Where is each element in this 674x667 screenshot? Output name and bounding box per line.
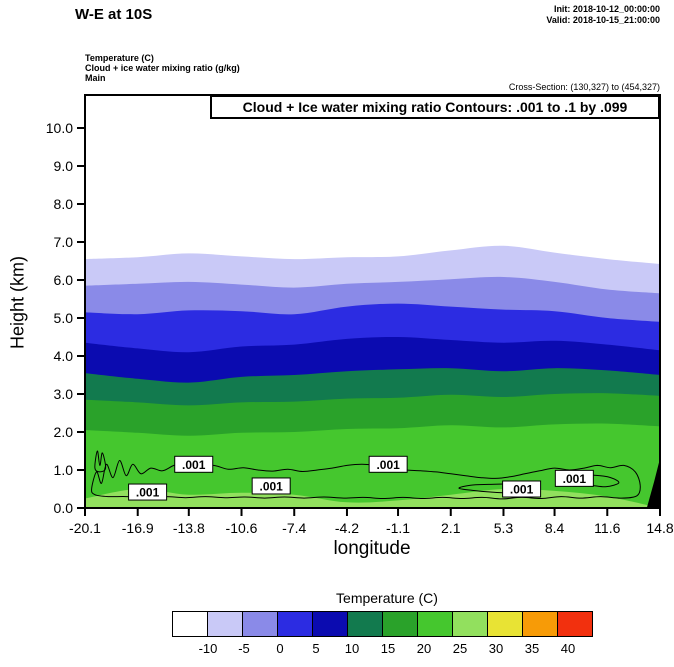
colorbar-tick-label: -5	[238, 641, 250, 656]
colorbar-cell-8	[452, 611, 488, 637]
y-tick-label: 2.0	[54, 424, 74, 440]
contour-label-box-3	[368, 455, 408, 473]
x-axis-label: longitude	[333, 538, 411, 559]
y-tick-label: 4.0	[54, 348, 74, 364]
plot-layers: .001 .001 .001 .001 .001 .001	[86, 245, 659, 507]
colorbar-tick-label: 40	[560, 641, 576, 656]
colorbar	[172, 611, 593, 637]
contour-info-box: Cloud + Ice water mixing ratio Contours:…	[210, 95, 660, 119]
colorbar-tick-label: 10	[344, 641, 360, 656]
field-cloud-ice-ratio: Cloud + ice water mixing ratio (g/kg)	[85, 63, 240, 73]
colorbar-title: Temperature (C)	[336, 590, 438, 606]
y-tick-label: 0.0	[54, 500, 74, 516]
cloud-contour-line-1	[94, 450, 107, 473]
y-tick-label: 10.0	[46, 120, 73, 136]
valid-time: Valid: 2018-10-15_21:00:00	[546, 15, 660, 25]
y-tick-label: 7.0	[54, 234, 74, 250]
x-tick-label: 2.1	[441, 520, 461, 536]
x-tick-label: -7.4	[282, 520, 306, 536]
x-tick-label: 5.3	[494, 520, 514, 536]
x-tick-label: 11.6	[594, 520, 620, 536]
colorbar-labels: -10 -5 0 5 10 15 20 25 30 35 40	[172, 641, 604, 657]
colorbar-tick-label: -10	[198, 641, 218, 656]
contour-label-4: .001	[510, 483, 534, 497]
terrain	[647, 462, 659, 507]
colorbar-tick-label: 30	[488, 641, 504, 656]
contour-label-box-1	[174, 455, 214, 473]
colorbar-cell-2	[242, 611, 278, 637]
x-tick-label: -20.1	[69, 520, 101, 536]
x-tick-label: -16.9	[122, 520, 154, 536]
x-tick-label: -13.8	[173, 520, 205, 536]
colorbar-cell-9	[487, 611, 523, 637]
contour-label-2: .001	[259, 479, 283, 493]
colorbar-cell-1	[207, 611, 243, 637]
colorbar-tick-label: 15	[380, 641, 396, 656]
contour-label-box-2	[251, 477, 291, 495]
colorbar-cell-4	[312, 611, 348, 637]
y-tick-label: 9.0	[54, 158, 74, 174]
x-tick-label: -1.1	[386, 520, 410, 536]
y-tick-label: 3.0	[54, 386, 74, 402]
colorbar-tick-label: 25	[452, 641, 468, 656]
cross-section-info: Cross-Section: (130,327) to (454,327)	[508, 82, 660, 92]
colorbar-cell-5	[347, 611, 383, 637]
contour-label-3: .001	[376, 458, 400, 472]
field-domain: Main	[85, 73, 106, 83]
colorbar-tick-label: 5	[312, 641, 320, 656]
field-list: Temperature (C) Cloud + ice water mixing…	[85, 53, 240, 83]
init-valid-block: Init: 2018-10-12_00:00:00 Valid: 2018-10…	[546, 4, 660, 26]
y-axis-label: Height (km)	[7, 256, 28, 350]
colorbar-cell-6	[382, 611, 418, 637]
colorbar-cell-3	[277, 611, 313, 637]
contour-label-0: .001	[136, 486, 160, 500]
y-tick-label: 8.0	[54, 196, 74, 212]
colorbar-cell-0	[172, 611, 208, 637]
plot-title: W-E at 10S	[75, 6, 153, 23]
x-tick-label: -4.2	[335, 520, 359, 536]
x-tick-label: 8.4	[545, 520, 565, 536]
contour-label-box-4	[502, 480, 542, 498]
colorbar-tick-label: 0	[276, 641, 284, 656]
colorbar-cell-11	[557, 611, 593, 637]
colorbar-cell-10	[522, 611, 558, 637]
cross-section-plot: .001 .001 .001 .001 .001 .001 -20.1 -16.9 -13.8 -…	[46, 94, 674, 536]
x-tick-label: 14.8	[646, 520, 673, 536]
colorbar-tick-label: 35	[524, 641, 540, 656]
y-tick-label: 5.0	[54, 310, 74, 326]
y-tick-label: 1.0	[54, 462, 74, 478]
field-temperature: Temperature (C)	[85, 53, 154, 63]
contour-label-5: .001	[563, 472, 587, 486]
init-time: Init: 2018-10-12_00:00:00	[553, 4, 660, 14]
colorbar-tick-label: 20	[416, 641, 432, 656]
x-tick-label: -10.6	[226, 520, 258, 536]
contour-label-box-5	[554, 469, 594, 487]
contour-label-box-0	[128, 483, 168, 501]
y-tick-label: 6.0	[54, 272, 74, 288]
contour-label-1: .001	[182, 458, 206, 472]
colorbar-cell-7	[417, 611, 453, 637]
